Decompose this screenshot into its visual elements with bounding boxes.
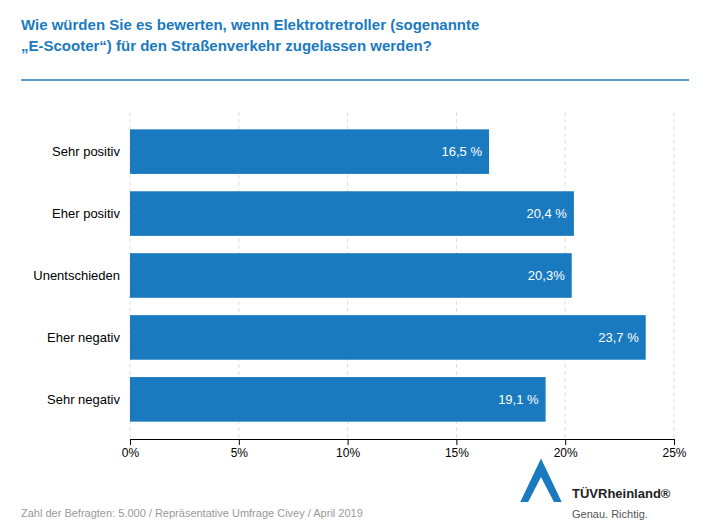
data-labels: 16,5 % 20,4 % 20,3% 23,7 % 19,1 %: [442, 144, 640, 407]
bar: [130, 191, 574, 236]
chart: Wie würden Sie es bewerten, wenn Elektro…: [0, 0, 710, 531]
y-tick: Eher positiv: [52, 206, 130, 221]
x-tick: 20%: [554, 439, 578, 460]
x-tick-mark: [456, 439, 457, 445]
x-tick-label: 25%: [662, 446, 686, 460]
plot: 16,5 % 20,4 % 20,3% 23,7 % 19,1 % 0% 5% 10% 15% 2…: [33, 112, 687, 460]
title-line: „E-Scooter“) für den Straßenverkehr zuge…: [21, 37, 432, 54]
bars: [130, 129, 646, 421]
data-label: 16,5 %: [442, 144, 483, 159]
data-label: 20,3%: [528, 268, 565, 283]
x-tick: 10%: [336, 439, 360, 460]
grid-line: [674, 112, 675, 439]
y-tick: Sehr positiv: [52, 144, 130, 159]
x-axis: 0% 5% 10% 15% 20% 25%: [122, 439, 687, 460]
x-tick-mark: [674, 439, 675, 445]
separator: [21, 79, 689, 81]
x-tick: 0%: [122, 439, 140, 460]
y-tick-label: Sehr positiv: [52, 144, 120, 159]
title: Wie würden Sie es bewerten, wenn Elektro…: [21, 16, 479, 54]
x-tick: 15%: [445, 439, 469, 460]
logo-text: TÜVRheinland®: [572, 486, 671, 501]
x-tick-label: 15%: [445, 446, 469, 460]
logo: [520, 459, 561, 503]
x-tick-label: 10%: [336, 446, 360, 460]
title-line: Wie würden Sie es bewerten, wenn Elektro…: [21, 16, 479, 33]
x-tick-mark: [565, 439, 566, 445]
y-tick: Unentschieden: [33, 268, 130, 283]
x-tick-mark: [239, 439, 240, 445]
data-label: 23,7 %: [598, 330, 639, 345]
x-tick-label: 20%: [554, 446, 578, 460]
y-axis: Sehr positiv Eher positiv Unentschieden Ehe…: [33, 144, 130, 407]
x-axis-line: [131, 440, 675, 446]
y-tick-label: Unentschieden: [33, 268, 120, 283]
y-tick: Eher negativ: [47, 330, 130, 345]
y-tick-label: Eher positiv: [52, 206, 120, 221]
x-tick: 25%: [662, 439, 686, 460]
logo-slogan: Genau. Richtig.: [572, 508, 648, 520]
x-tick-mark: [130, 439, 131, 445]
y-tick: Sehr negativ: [47, 392, 130, 407]
x-tick-mark: [348, 439, 349, 445]
x-tick-label: 0%: [122, 446, 140, 460]
y-tick-label: Eher negativ: [47, 330, 120, 345]
bar: [130, 315, 646, 360]
footer: Zahl der Befragten: 5.000 / Repräsentati…: [21, 507, 363, 519]
bar: [130, 253, 572, 298]
bar: [130, 377, 546, 422]
x-tick: 5%: [231, 439, 249, 460]
logo-outer: [520, 459, 561, 503]
data-label: 20,4 %: [526, 206, 567, 221]
grid: [130, 112, 674, 439]
bar: [130, 129, 489, 174]
logo-inner: [528, 477, 554, 502]
y-tick-label: Sehr negativ: [47, 392, 120, 407]
data-label: 19,1 %: [498, 392, 539, 407]
x-tick-label: 5%: [231, 446, 249, 460]
